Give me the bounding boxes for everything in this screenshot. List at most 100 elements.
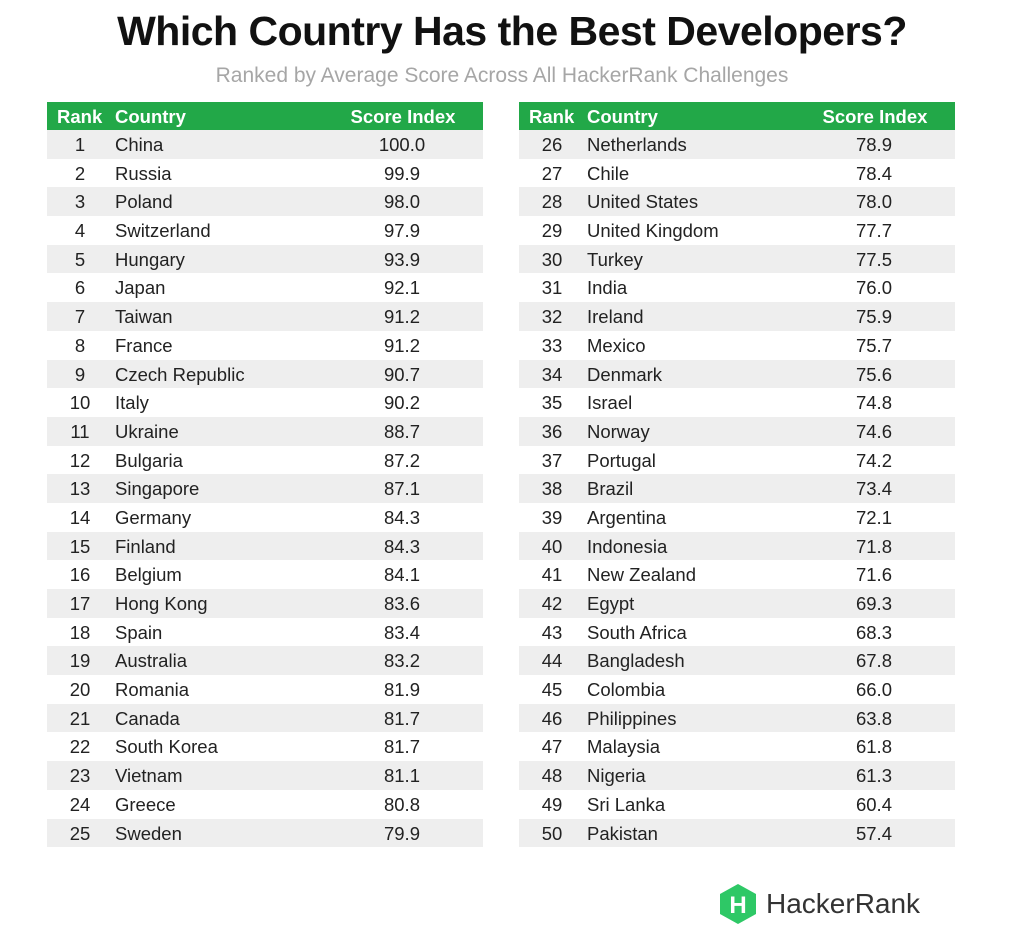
country-cell: Indonesia: [587, 535, 668, 557]
rank-cell: 17: [69, 593, 91, 614]
rank-cell: 16: [69, 564, 91, 586]
country-cell: Ukraine: [115, 420, 179, 442]
rank-cell: 37: [541, 449, 563, 471]
table-row: 10 Italy 90.2: [47, 388, 483, 417]
score-cell: 81.7: [383, 707, 420, 729]
hackerrank-hexagon-icon: H: [720, 884, 756, 924]
table-row: 31 India 76.0: [519, 273, 955, 302]
country-cell: Philippines: [587, 707, 677, 729]
score-cell: 81.9: [383, 679, 420, 701]
rank-cell: 30: [541, 248, 563, 270]
table-rows: 26 Netherlands 78.9 27 Chile 78.4 28 United Sta…: [519, 130, 955, 848]
country-cell: Vietnam: [115, 765, 183, 787]
header-rank: Rank: [57, 106, 103, 127]
rank-cell: 32: [541, 306, 563, 328]
table-row: 12 Bulgaria 87.2: [47, 446, 483, 475]
table-row: 4 Switzerland 97.9: [47, 216, 483, 245]
score-cell: 78.0: [855, 191, 892, 213]
score-cell: 99.9: [383, 162, 420, 184]
table-row: 28 United States 78.0: [519, 187, 955, 217]
score-cell: 77.7: [855, 220, 892, 242]
table-row: 25 Sweden 79.9: [47, 818, 483, 848]
table-row: 1 China 100.0: [47, 130, 483, 159]
table-row: 49 Sri Lanka 60.4: [519, 790, 955, 819]
country-cell: Nigeria: [587, 765, 646, 787]
hackerrank-logo: H HackerRank: [716, 882, 920, 926]
table-header: Rank Country Score Index: [519, 102, 955, 130]
table-row: 41 New Zealand 71.6: [519, 560, 955, 589]
rank-cell: 46: [541, 707, 563, 729]
table-row: 33 Mexico 75.7: [519, 331, 955, 360]
country-cell: Singapore: [115, 478, 200, 500]
country-cell: Japan: [115, 277, 166, 299]
score-cell: 92.1: [383, 277, 420, 299]
score-cell: 66.0: [855, 679, 892, 701]
score-cell: 78.4: [855, 162, 892, 184]
table-row: 2 Russia 99.9: [47, 159, 483, 188]
table-row: 47 Malaysia 61.8: [519, 732, 955, 761]
score-cell: 83.4: [383, 621, 420, 643]
score-cell: 61.3: [855, 765, 892, 787]
score-cell: 72.1: [855, 506, 892, 528]
table-row: 40 Indonesia 71.8: [519, 531, 955, 561]
country-cell: Norway: [587, 420, 650, 442]
table-row: 11 Ukraine 88.7: [47, 416, 483, 446]
score-cell: 84.3: [383, 506, 420, 528]
score-cell: 78.9: [855, 134, 892, 155]
ranking-table-right: Rank Country Score Index 26 Netherlands 78…: [519, 102, 955, 848]
score-cell: 90.2: [383, 392, 420, 414]
score-cell: 71.6: [855, 564, 892, 586]
rank-cell: 10: [69, 392, 91, 414]
country-cell: Hungary: [115, 248, 185, 270]
score-cell: 83.2: [383, 650, 420, 672]
rank-cell: 11: [70, 420, 90, 442]
rank-cell: 48: [541, 765, 563, 787]
rank-cell: 38: [541, 478, 563, 500]
table-row: 48 Nigeria 61.3: [519, 761, 955, 790]
score-cell: 98.0: [383, 191, 420, 213]
country-cell: Russia: [115, 162, 172, 184]
table-row: 5 Hungary 93.9: [47, 244, 483, 274]
rank-cell: 14: [69, 506, 91, 528]
table-row: 30 Turkey 77.5: [519, 244, 955, 274]
logo-letter: H: [729, 892, 746, 919]
rank-cell: 39: [541, 506, 563, 528]
score-cell: 74.8: [855, 392, 892, 414]
table-row: 6 Japan 92.1: [47, 273, 483, 302]
rank-cell: 9: [74, 363, 86, 385]
rank-cell: 1: [74, 134, 86, 155]
table-row: 24 Greece 80.8: [47, 790, 483, 819]
table-row: 34 Denmark 75.6: [519, 359, 955, 389]
score-cell: 60.4: [855, 793, 892, 815]
score-cell: 81.1: [383, 765, 420, 787]
score-cell: 67.8: [855, 650, 892, 672]
country-cell: Australia: [115, 650, 187, 672]
table-row: 46 Philippines 63.8: [519, 703, 955, 733]
country-cell: Egypt: [587, 593, 635, 614]
rank-cell: 43: [541, 621, 563, 643]
table-row: 14 Germany 84.3: [47, 503, 483, 532]
table-row: 26 Netherlands 78.9: [519, 130, 955, 159]
rank-cell: 44: [541, 650, 563, 672]
rank-cell: 4: [74, 220, 86, 242]
score-cell: 75.7: [855, 334, 892, 356]
country-cell: Romania: [115, 679, 190, 701]
score-cell: 61.8: [855, 736, 892, 758]
rank-cell: 27: [541, 162, 563, 184]
table-row: 43 South Africa 68.3: [519, 618, 955, 647]
table-row: 21 Canada 81.7: [47, 703, 483, 733]
country-cell: Bangladesh: [587, 650, 685, 672]
country-cell: New Zealand: [587, 564, 697, 586]
rank-cell: 34: [541, 363, 563, 385]
rank-cell: 21: [69, 707, 91, 729]
score-cell: 90.7: [383, 363, 420, 385]
rank-cell: 13: [69, 478, 91, 500]
score-cell: 84.3: [383, 535, 420, 557]
score-cell: 63.8: [855, 707, 892, 729]
country-cell: Denmark: [587, 363, 663, 385]
table-row: 29 United Kingdom 77.7: [519, 216, 955, 245]
rank-cell: 42: [541, 593, 563, 614]
score-cell: 88.7: [383, 420, 420, 442]
table-row: 13 Singapore 87.1: [47, 474, 483, 503]
rank-cell: 15: [69, 535, 91, 557]
